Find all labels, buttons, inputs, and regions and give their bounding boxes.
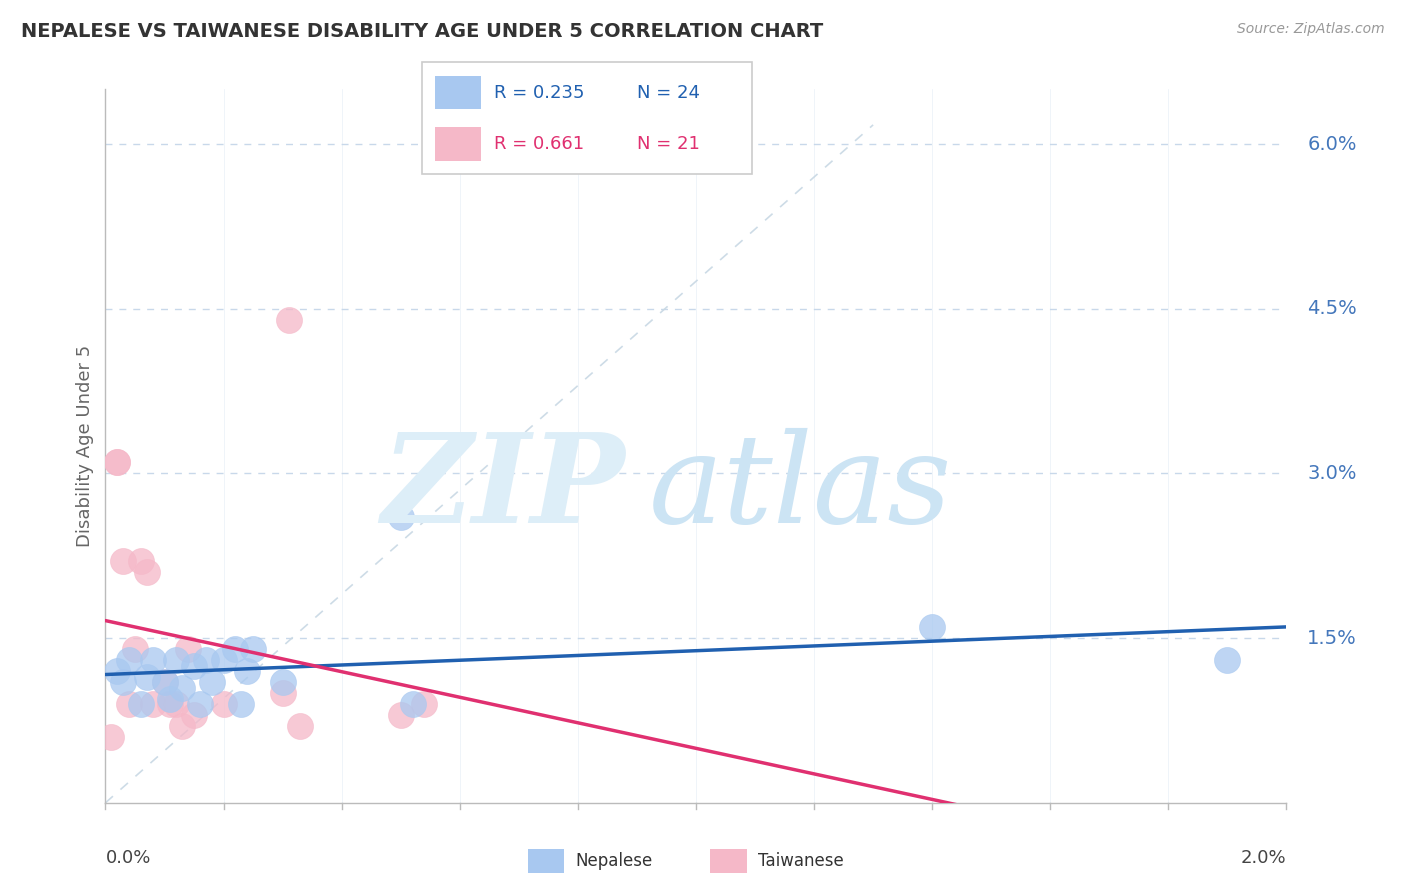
Point — [124, 642, 146, 657]
Point — [105, 455, 128, 469]
Text: 2.0%: 2.0% — [1241, 849, 1286, 867]
Text: 0.0%: 0.0% — [105, 849, 150, 867]
Point — [172, 719, 194, 733]
Point — [129, 554, 152, 568]
Point — [212, 653, 235, 667]
Point — [183, 658, 205, 673]
Point — [153, 675, 176, 690]
Point — [921, 620, 943, 634]
Y-axis label: Disability Age Under 5: Disability Age Under 5 — [76, 345, 94, 547]
Point — [159, 691, 181, 706]
Point — [129, 697, 152, 711]
Point — [142, 697, 165, 711]
Point — [177, 642, 200, 657]
Point — [242, 642, 264, 657]
Point — [165, 653, 187, 667]
Point — [271, 675, 294, 690]
Text: N = 24: N = 24 — [637, 84, 700, 102]
Point — [135, 669, 157, 683]
Point — [1216, 653, 1239, 667]
Point — [118, 697, 141, 711]
Bar — [710, 849, 747, 873]
Text: 6.0%: 6.0% — [1308, 135, 1357, 153]
Point — [231, 697, 253, 711]
Point — [100, 730, 122, 744]
Point — [172, 681, 194, 695]
Point — [290, 719, 312, 733]
Point — [183, 708, 205, 723]
Bar — [434, 127, 481, 161]
Point — [159, 697, 181, 711]
Point — [277, 312, 299, 326]
Text: 3.0%: 3.0% — [1308, 464, 1357, 483]
Point — [112, 675, 135, 690]
Point — [118, 653, 141, 667]
Text: NEPALESE VS TAIWANESE DISABILITY AGE UNDER 5 CORRELATION CHART: NEPALESE VS TAIWANESE DISABILITY AGE UND… — [21, 22, 824, 41]
Text: Nepalese: Nepalese — [575, 852, 652, 871]
Point — [105, 664, 128, 678]
Point — [201, 675, 224, 690]
Text: 1.5%: 1.5% — [1308, 629, 1357, 648]
Point — [413, 697, 436, 711]
Text: R = 0.661: R = 0.661 — [495, 135, 585, 153]
Text: Taiwanese: Taiwanese — [758, 852, 844, 871]
Point — [194, 653, 217, 667]
Bar — [527, 849, 564, 873]
Point — [153, 675, 176, 690]
Point — [389, 510, 412, 524]
Point — [389, 708, 412, 723]
Point — [212, 697, 235, 711]
Text: Source: ZipAtlas.com: Source: ZipAtlas.com — [1237, 22, 1385, 37]
Point — [165, 697, 187, 711]
Point — [188, 697, 211, 711]
FancyBboxPatch shape — [422, 62, 752, 174]
Point — [401, 697, 423, 711]
Point — [135, 566, 157, 580]
Point — [224, 642, 246, 657]
Point — [236, 664, 259, 678]
Text: 4.5%: 4.5% — [1308, 300, 1357, 318]
Point — [105, 455, 128, 469]
Point — [142, 653, 165, 667]
Text: R = 0.235: R = 0.235 — [495, 84, 585, 102]
Text: ZIP: ZIP — [381, 428, 626, 549]
Bar — [434, 76, 481, 109]
Point — [112, 554, 135, 568]
Text: N = 21: N = 21 — [637, 135, 699, 153]
Text: atlas: atlas — [648, 428, 952, 549]
Point — [271, 686, 294, 700]
